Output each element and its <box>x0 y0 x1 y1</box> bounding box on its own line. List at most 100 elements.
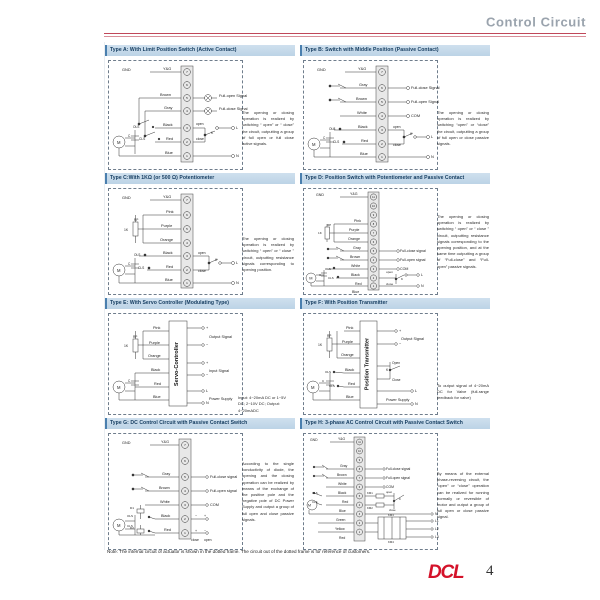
svg-text:6: 6 <box>373 240 375 244</box>
panel-title-b: Type B: Switch with Middle Position (Pas… <box>300 45 490 56</box>
svg-text:1K: 1K <box>318 343 323 347</box>
svg-text:4: 4 <box>186 109 188 113</box>
panel-title-a: Type A: With Limit Position Switch (Acti… <box>105 45 295 56</box>
svg-text:6: 6 <box>184 459 186 463</box>
svg-text:Purple: Purple <box>161 223 172 228</box>
circuit-diagram-c: GND Y&G Pink Purple Orange Black Red Blu… <box>112 193 239 289</box>
svg-text:Full-open Signal: Full-open Signal <box>219 93 247 98</box>
svg-text:2: 2 <box>186 140 188 144</box>
svg-text:−: − <box>206 343 209 347</box>
svg-text:1: 1 <box>373 284 375 288</box>
svg-text:Black: Black <box>351 273 360 277</box>
svg-text:close: close <box>191 538 199 542</box>
svg-text:RP: RP <box>134 218 138 222</box>
svg-text:M: M <box>117 523 121 528</box>
svg-text:Orange: Orange <box>348 237 360 241</box>
svg-text:5: 5 <box>186 96 188 100</box>
svg-text:M: M <box>312 142 316 147</box>
svg-text:Y&G: Y&G <box>350 192 358 196</box>
svg-text:5: 5 <box>184 475 186 479</box>
svg-text:1: 1 <box>186 154 188 158</box>
svg-text:L2: L2 <box>435 527 439 531</box>
svg-text:GND: GND <box>310 438 318 442</box>
panel-body-d: GND Y&G Pink Purple Orange Gray Brown Wh… <box>300 186 490 298</box>
svg-text:4: 4 <box>373 258 375 262</box>
page-number: 4 <box>486 563 494 579</box>
svg-text:Full-close signal: Full-close signal <box>210 475 237 479</box>
svg-text:Y&G: Y&G <box>338 437 346 441</box>
svg-text:5: 5 <box>359 495 361 498</box>
svg-text:Y&G: Y&G <box>163 194 171 199</box>
module-label-servo: Servo-Controller <box>174 341 180 386</box>
svg-text:Full-close signal: Full-close signal <box>400 249 426 253</box>
svg-text:GND: GND <box>316 193 324 197</box>
svg-text:close: close <box>389 508 396 512</box>
svg-text:Close: Close <box>392 378 401 382</box>
circuit-diagram-g: GND Y&G Gray Brown White Black Red D1 D2… <box>112 438 237 542</box>
svg-text:Purple: Purple <box>342 340 353 344</box>
panel-description-h: By means of the external phase-reversing… <box>437 471 489 520</box>
svg-text:Input Signal: Input Signal <box>209 369 229 373</box>
svg-text:Purple: Purple <box>149 341 160 345</box>
panel-type-h: Type H: 3-phase AC Control Circuit with … <box>300 418 490 553</box>
svg-text:M: M <box>117 268 121 273</box>
svg-text:D1: D1 <box>130 506 134 510</box>
svg-text:Blue: Blue <box>346 395 354 399</box>
svg-text:3: 3 <box>373 267 375 271</box>
circuit-diagram-a: GND Y&G Brown Gray Black Red Blue OLS CL… <box>112 65 248 163</box>
svg-text:Pink: Pink <box>346 326 353 330</box>
panel-title-d: Type D: Position Switch with Potentiomet… <box>300 173 490 184</box>
svg-text:Yellow: Yellow <box>335 527 345 531</box>
svg-text:C: C <box>128 379 131 383</box>
svg-text:KM4: KM4 <box>388 540 394 544</box>
panel-type-d: Type D: Position Switch with Potentiomet… <box>300 173 490 298</box>
svg-text:Black: Black <box>151 368 160 372</box>
svg-text:11: 11 <box>358 441 361 444</box>
svg-text:11: 11 <box>372 195 375 199</box>
svg-text:5: 5 <box>186 227 188 231</box>
svg-text:L3: L3 <box>435 535 439 539</box>
svg-text:D2: D2 <box>130 526 134 530</box>
svg-text:N: N <box>435 512 438 516</box>
svg-text:CLS: CLS <box>138 266 144 270</box>
svg-text:2: 2 <box>359 522 361 525</box>
svg-text:C: C <box>319 273 321 277</box>
module-label-transmitter: Position Transmitter <box>365 337 371 390</box>
svg-text:1K: 1K <box>124 344 129 348</box>
svg-text:Orange: Orange <box>160 237 173 242</box>
svg-text:Output Signal: Output Signal <box>209 335 232 339</box>
circuit-diagram-e: Servo-Controller Pink Purple Orange Blac… <box>112 320 233 407</box>
svg-text:OLS: OLS <box>325 370 331 374</box>
svg-text:Orange: Orange <box>148 354 161 358</box>
svg-text:N: N <box>431 154 434 159</box>
svg-text:Brown: Brown <box>356 96 367 101</box>
panel-type-b: Type B: Switch with Middle Position (Pas… <box>300 45 490 173</box>
svg-text:3: 3 <box>381 128 383 132</box>
panel-title-e: Type E: With Servo Controller (Modulatin… <box>105 298 295 309</box>
svg-text:K: K <box>386 368 389 372</box>
actuator-dotted-frame-d <box>303 188 438 295</box>
panel-description-g: According to the single conductivity of … <box>242 461 294 522</box>
svg-text:Black: Black <box>161 514 170 518</box>
svg-text:L: L <box>206 389 208 393</box>
svg-text:Orange: Orange <box>341 353 354 357</box>
svg-text:COM: COM <box>386 485 394 489</box>
svg-text:Gray: Gray <box>164 105 172 110</box>
actuator-dotted-frame-g <box>108 433 243 550</box>
svg-text:CLS: CLS <box>312 500 318 504</box>
panel-type-e: Type E: With Servo Controller (Modulatin… <box>105 298 295 418</box>
svg-text:4: 4 <box>359 504 361 507</box>
header-rule-top <box>104 33 586 34</box>
svg-text:Red: Red <box>355 282 362 286</box>
svg-text:9: 9 <box>359 459 361 462</box>
svg-text:+: + <box>204 514 206 518</box>
panel-body-h: GND Y&G Gray Brown White Black Red Blue … <box>300 431 490 553</box>
dcl-logo: DCL <box>428 562 465 583</box>
svg-text:COM: COM <box>411 113 420 118</box>
svg-text:Purple: Purple <box>349 228 359 232</box>
svg-text:N: N <box>415 402 418 406</box>
svg-text:Red: Red <box>342 500 348 504</box>
svg-text:open: open <box>196 122 204 126</box>
svg-text:OLS: OLS <box>325 267 331 271</box>
